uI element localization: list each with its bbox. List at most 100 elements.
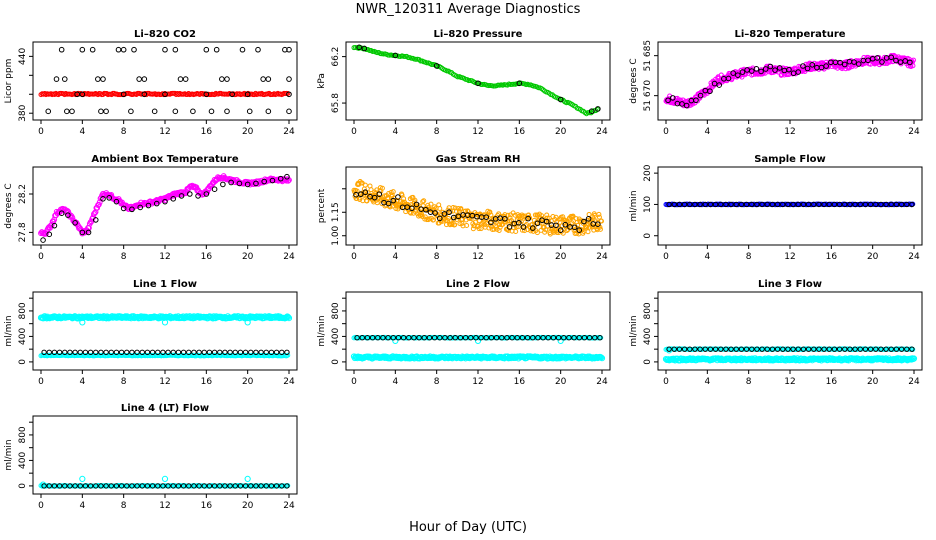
- point-black: [134, 483, 140, 489]
- point-upper-points: [177, 76, 184, 82]
- point-top-points: [115, 46, 122, 53]
- x-tick-label: 4: [704, 252, 710, 262]
- point-black: [842, 201, 848, 208]
- point-orange: [522, 228, 527, 234]
- point-black: [395, 194, 401, 200]
- point-black: [206, 483, 213, 489]
- point-black: [681, 201, 688, 208]
- point-black: [878, 201, 884, 208]
- point-black: [738, 201, 745, 208]
- point-magenta: [910, 57, 916, 63]
- point-black: [162, 198, 168, 205]
- point-black: [862, 346, 869, 352]
- point-black: [738, 346, 745, 352]
- point-black: [390, 334, 396, 341]
- x-tick-label: 12: [159, 377, 170, 387]
- point-black: [483, 334, 489, 341]
- point-black: [426, 334, 433, 341]
- y-axis-label: ml/min: [4, 315, 14, 346]
- point-black: [571, 334, 577, 341]
- y-axis-label: ml/min: [317, 315, 327, 346]
- point-black: [483, 214, 490, 220]
- x-tick-label: 24: [908, 252, 920, 262]
- point-black: [666, 346, 672, 352]
- point-black: [72, 220, 78, 226]
- point-black: [242, 349, 249, 356]
- point-top-points: [131, 46, 137, 53]
- point-black: [852, 346, 858, 352]
- point-black: [385, 200, 392, 207]
- point-black: [904, 346, 910, 352]
- point-black: [273, 483, 280, 489]
- point-orange: [419, 211, 425, 217]
- point-upper-points: [224, 76, 230, 82]
- point-black: [65, 212, 71, 218]
- point-black: [774, 201, 781, 208]
- point-black: [129, 206, 135, 213]
- x-tick-label: 20: [242, 377, 254, 387]
- point-black: [800, 201, 807, 208]
- point-black: [124, 483, 130, 489]
- x-tick-label: 4: [392, 127, 398, 137]
- x-tick-label: 12: [784, 377, 795, 387]
- point-black: [909, 346, 915, 352]
- point-black: [144, 349, 151, 356]
- point-black: [62, 349, 68, 356]
- point-black-mid-points: [286, 91, 292, 98]
- point-black: [195, 193, 201, 199]
- x-tick-label: 24: [283, 252, 295, 262]
- y-axis-label: ml/min: [629, 190, 639, 221]
- point-cyan-upper: [284, 313, 291, 320]
- point-black: [524, 334, 531, 341]
- point-upper-points: [260, 76, 266, 82]
- point-black: [767, 63, 774, 70]
- point-black: [244, 181, 251, 188]
- point-upper-points: [136, 76, 142, 82]
- x-tick-label: 4: [704, 127, 710, 137]
- point-black: [145, 202, 152, 209]
- point-black: [878, 346, 884, 352]
- point-black: [595, 221, 601, 227]
- point-black: [191, 349, 197, 356]
- x-tick-label: 16: [514, 252, 526, 262]
- x-tick-label: 12: [472, 377, 483, 387]
- point-orange: [585, 229, 591, 235]
- point-black: [395, 334, 402, 341]
- point-black: [502, 215, 508, 222]
- point-black: [77, 483, 83, 489]
- point-black: [893, 346, 900, 352]
- point-black: [406, 334, 412, 341]
- point-black: [103, 349, 109, 356]
- point-black: [676, 201, 683, 208]
- point-bottom-points: [128, 108, 134, 115]
- point-black: [697, 92, 704, 99]
- point-orange: [526, 212, 532, 218]
- point-magenta: [94, 204, 101, 211]
- point-black: [676, 346, 683, 352]
- point-black: [113, 483, 120, 489]
- plot-frame: [657, 41, 923, 121]
- point-orange: [470, 226, 476, 232]
- x-tick-label: 0: [351, 252, 357, 262]
- x-tick-label: 24: [908, 377, 920, 387]
- point-black: [277, 175, 284, 182]
- point-black-mid-points: [162, 91, 168, 98]
- point-black: [842, 346, 848, 352]
- point-black: [369, 334, 376, 341]
- point-black: [129, 349, 135, 356]
- point-black: [831, 201, 838, 208]
- y-tick-label: 440: [18, 48, 28, 65]
- x-tick-label: 24: [908, 127, 920, 137]
- x-tick-label: 0: [38, 501, 44, 511]
- point-black: [795, 346, 801, 352]
- point-black: [857, 346, 863, 352]
- point-black: [888, 54, 895, 61]
- point-black: [506, 224, 513, 230]
- point-black: [67, 483, 73, 489]
- point-black: [873, 201, 879, 208]
- point-black: [795, 69, 802, 75]
- point-black: [592, 334, 598, 341]
- point-black: [888, 346, 894, 352]
- point-black: [139, 483, 145, 489]
- point-black: [144, 483, 151, 489]
